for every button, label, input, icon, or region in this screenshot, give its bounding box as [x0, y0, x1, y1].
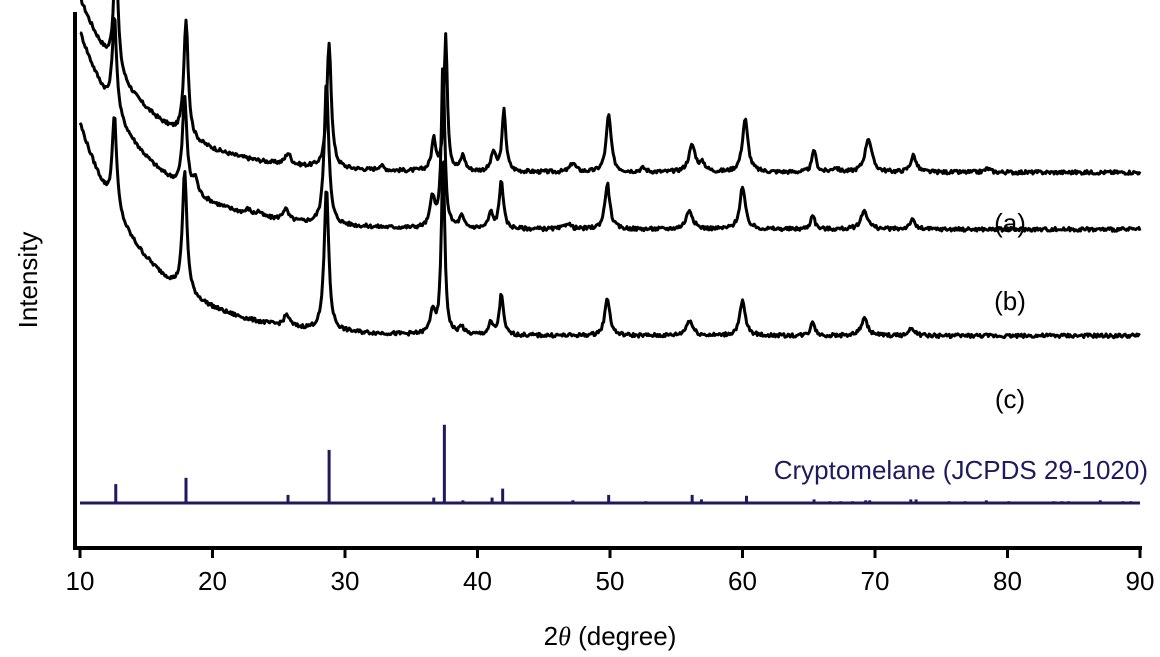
x-tick-label: 20 — [198, 566, 227, 596]
x-axis-title: 2θ (degree) — [544, 621, 677, 651]
series-line — [78, 116, 1141, 340]
x-tick-label: 80 — [993, 566, 1022, 596]
reference-pattern — [80, 424, 1140, 505]
x-tick-label: 30 — [331, 566, 360, 596]
series-layer — [78, 0, 1142, 340]
axes — [73, 12, 1142, 558]
x-tick-label: 10 — [66, 566, 95, 596]
x-tick-label: 60 — [728, 566, 757, 596]
x-tick-label: 90 — [1126, 566, 1155, 596]
x-tick-label: 50 — [596, 566, 625, 596]
reference-label: Cryptomelane (JCPDS 29-1020) — [774, 455, 1148, 485]
labels: (a) (b) (c) Cryptomelane (JCPDS 29-1020) 10 2… — [13, 208, 1154, 651]
x-tick-label: 40 — [463, 566, 492, 596]
series-line — [79, 0, 1142, 176]
series-label: (c) — [995, 384, 1025, 414]
series-label: (b) — [994, 286, 1026, 316]
series-line — [79, 16, 1142, 233]
series-label: (a) — [994, 208, 1026, 238]
x-tick-label: 70 — [861, 566, 890, 596]
y-axis-title: Intensity — [13, 232, 43, 329]
